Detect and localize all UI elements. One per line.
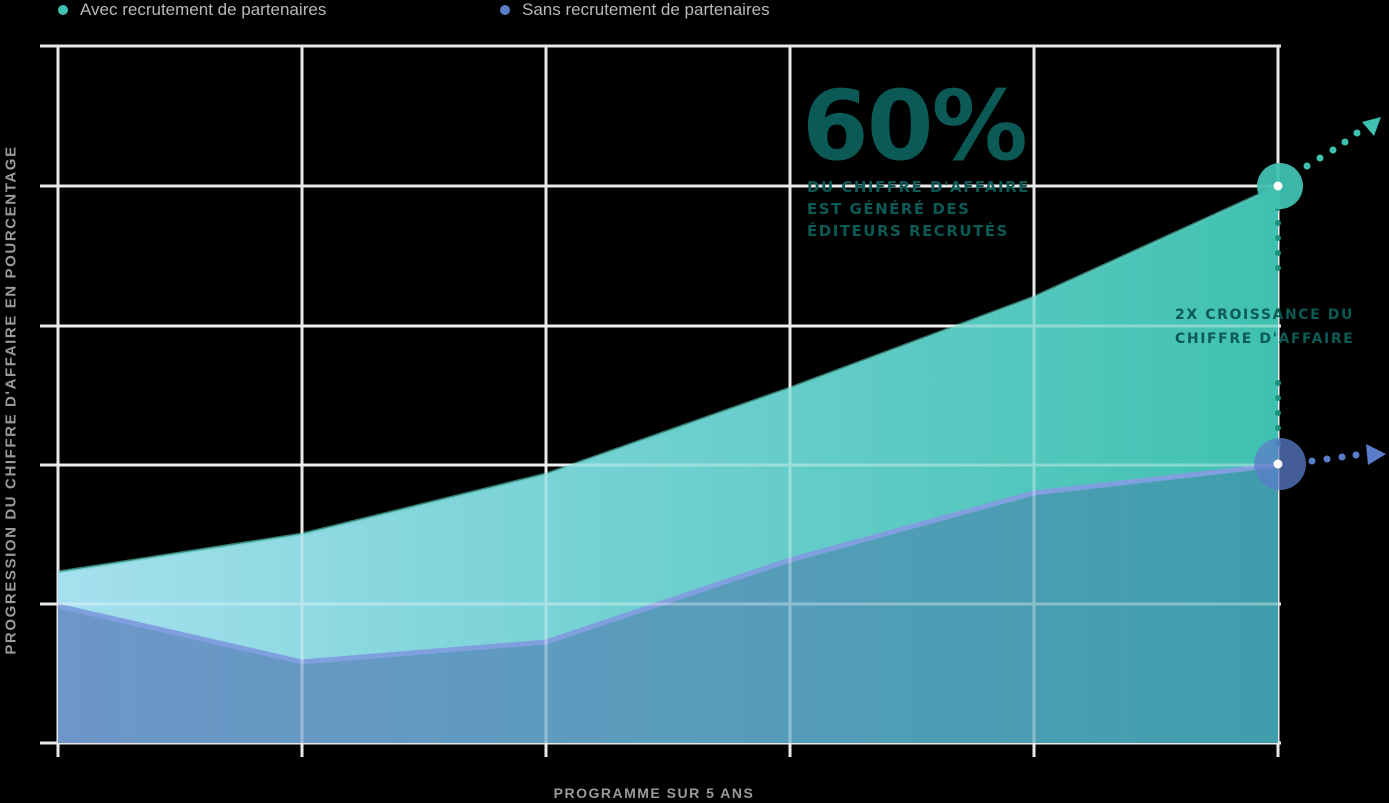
teal-endpoint-marker <box>1257 163 1303 209</box>
blue-arrow-icon <box>1308 444 1386 465</box>
x-axis-label: PROGRAMME SUR 5 ANS <box>553 785 755 801</box>
headline-value: 60% <box>802 70 1028 182</box>
headline-caption: DU CHIFFRE D'AFFAIRE EST GÉNÉRÉ DES ÉDIT… <box>807 178 1030 240</box>
y-axis-label: PROGRESSION DU CHIFFRE D'AFFAIRE EN POUR… <box>2 145 20 655</box>
legend: Avec recrutement de partenaires Sans rec… <box>58 0 770 20</box>
teal-dot-icon <box>58 5 68 15</box>
growth-caption: 2X CROISSANCE DU CHIFFRE D'AFFAIRE <box>1175 307 1355 347</box>
blue-dot-icon <box>500 5 510 15</box>
teal-arrow-icon <box>1303 117 1381 170</box>
legend-label: Avec recrutement de partenaires <box>80 0 327 19</box>
legend-item-without-recruitment: Sans recrutement de partenaires <box>500 0 770 20</box>
series-without-recruitment-area <box>58 465 1278 743</box>
blue-endpoint-marker <box>1254 438 1306 490</box>
growth-connector <box>1275 205 1281 446</box>
legend-item-with-recruitment: Avec recrutement de partenaires <box>58 0 500 20</box>
legend-label: Sans recrutement de partenaires <box>522 0 770 19</box>
series-without-recruitment-line <box>57 462 1279 665</box>
